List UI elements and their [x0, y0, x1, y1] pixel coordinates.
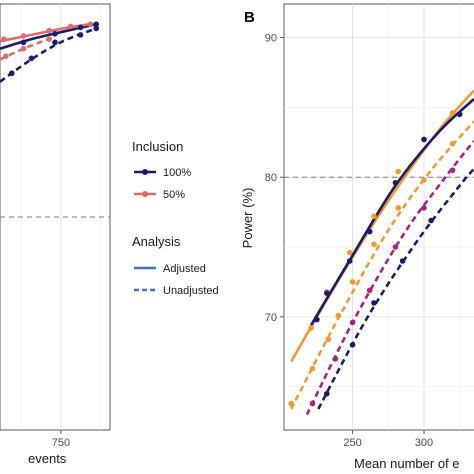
panel-b-series-line — [309, 98, 474, 326]
panel-b-x-axis-title: Mean number of e — [354, 456, 460, 471]
panel-b-data-point — [421, 136, 427, 143]
panel-a-data-point — [20, 39, 27, 46]
legend-analysis-label: Unadjusted — [163, 285, 219, 297]
panel-a-data-point — [93, 25, 100, 32]
panel-b-data-point — [325, 336, 332, 343]
panel-b-y-tick-label: 90 — [265, 33, 277, 45]
legend-inclusion-key-point — [142, 169, 148, 175]
panel-b-series-line — [317, 167, 474, 410]
panel-b-y-tick-label: 80 — [265, 172, 277, 184]
panel-a-data-point — [77, 24, 84, 31]
panel-a-data-point — [87, 21, 94, 28]
panel-b-data-point — [308, 325, 314, 331]
panel-b-y-axis-title: Power (%) — [240, 188, 255, 249]
panel-b-data-point — [449, 167, 456, 174]
panel-a: 750 events — [0, 3, 111, 466]
legend-inclusion-title: Inclusion — [132, 139, 183, 154]
panel-b-data-point — [309, 365, 316, 372]
panel-b-data-point — [371, 300, 377, 306]
panel-b-data-point — [346, 258, 353, 264]
panel-b-data-point — [332, 355, 339, 362]
legend: Inclusion 100% 50% Analysis Adjusted Unadj… — [132, 139, 219, 297]
panel-a-data-point — [52, 39, 58, 46]
panel-b-data-point — [314, 316, 320, 323]
panel-b-data-point — [449, 140, 456, 147]
panel-b-series-line — [289, 120, 474, 410]
panel-b-data-point — [324, 290, 330, 296]
panel-b-data-point — [371, 213, 377, 220]
panel-a-data-point — [46, 36, 52, 42]
panel-a-data-point — [20, 45, 27, 52]
panel-b-data-point — [371, 241, 377, 248]
panel-a-data-point — [20, 33, 27, 39]
panel-b-data-point — [346, 249, 353, 256]
panel-a-data-point — [52, 31, 58, 37]
legend-inclusion-label: 50% — [163, 189, 185, 201]
panel-a-data-point — [8, 70, 15, 77]
panel-a-data-point — [3, 53, 9, 59]
panel-b-data-point — [349, 279, 356, 285]
panel-b-data-point — [449, 110, 456, 116]
legend-analysis-label: Adjusted — [163, 263, 206, 275]
panel-b-y-tick-label: 70 — [265, 312, 277, 324]
panel-b-data-point — [335, 312, 342, 319]
panel-b-data-point — [366, 228, 373, 235]
legend-inclusion-key-point — [142, 191, 148, 197]
panel-b: B 250 300 70 80 90 Mean number of e Power (%… — [240, 3, 474, 471]
panel-a-data-point — [28, 55, 35, 62]
panel-b-data-point — [421, 205, 427, 211]
panel-b-x-tick-label: 300 — [415, 437, 433, 449]
panel-b-data-point — [421, 177, 427, 183]
panel-b-data-point — [309, 400, 316, 407]
panel-b-data-point — [324, 390, 330, 397]
panel-b-data-point — [456, 111, 463, 118]
panel-b-data-point — [349, 319, 356, 326]
panel-a-x-tick-label: 750 — [52, 437, 70, 449]
panel-b-data-point — [399, 258, 406, 264]
panel-b-data-point — [395, 205, 402, 211]
panel-b-data-point — [428, 217, 434, 224]
panel-b-data-point — [392, 244, 399, 250]
panel-a-data-point — [93, 21, 100, 28]
panel-b-data-point — [349, 342, 356, 348]
panel-b-data-point — [392, 179, 399, 186]
panel-a-data-point — [67, 23, 74, 30]
panel-a-data-point — [77, 32, 84, 38]
legend-inclusion-label: 100% — [163, 167, 191, 179]
panel-a-data-point — [46, 27, 52, 34]
panel-a-data-point — [1, 36, 7, 42]
legend-analysis-title: Analysis — [132, 234, 181, 249]
panel-b-data-point — [366, 287, 373, 294]
panel-b-data-point — [288, 400, 294, 407]
panel-b-data-point — [395, 168, 402, 175]
panel-b-tag: B — [244, 9, 255, 26]
panel-b-x-tick-label: 250 — [343, 437, 361, 449]
panel-a-x-axis-title: events — [28, 451, 67, 466]
